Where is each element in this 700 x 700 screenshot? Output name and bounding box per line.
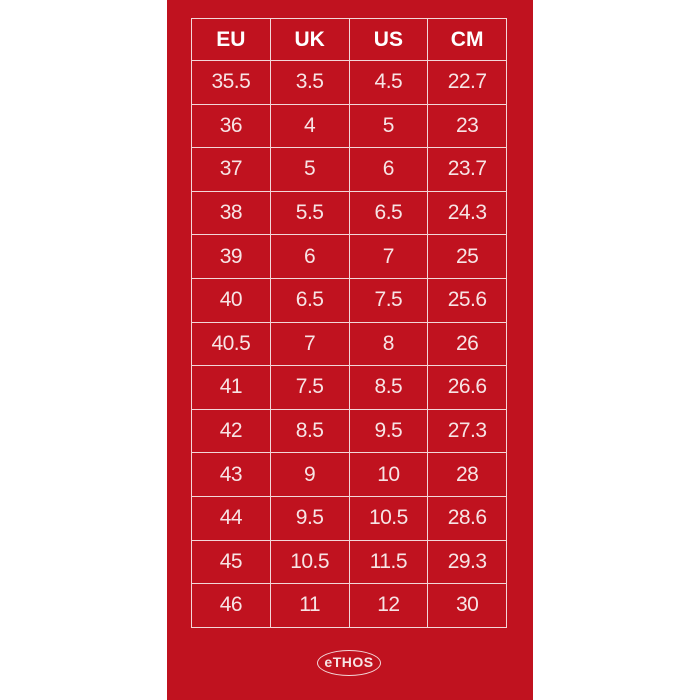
- table-cell: 44: [191, 495, 271, 541]
- table-row: 39 6 7 25: [191, 234, 507, 279]
- table-row: 40.5 7 8 26: [191, 321, 507, 367]
- table-cell: 35.5: [191, 60, 271, 105]
- table-cell: 36: [191, 103, 271, 149]
- table-header: EU UK US CM: [191, 18, 507, 61]
- table-cell: 30: [427, 583, 507, 628]
- table-cell: 9.5: [348, 408, 429, 454]
- table-cell: 5: [348, 103, 429, 149]
- table-cell: 6: [269, 234, 350, 279]
- table-cell: 7: [269, 321, 350, 367]
- table-cell: 6.5: [269, 277, 350, 323]
- table-cell: 40.5: [191, 321, 271, 367]
- table-row: 45 10.5 11.5 29.3: [191, 539, 507, 585]
- table-cell: 23: [427, 103, 507, 149]
- table-cell: 10.5: [269, 539, 350, 585]
- table-cell: 38: [191, 190, 271, 236]
- table-row: 37 5 6 23.7: [191, 147, 507, 192]
- table-row: 46 11 12 30: [191, 583, 507, 628]
- table-cell: 43: [191, 452, 271, 497]
- table-cell: 42: [191, 408, 271, 454]
- table-cell: 5: [269, 147, 350, 192]
- table-cell: 26: [427, 321, 507, 367]
- table-row: 41 7.5 8.5 26.6: [191, 365, 507, 410]
- table-cell: 10: [348, 452, 429, 497]
- table-cell: 28.6: [427, 495, 507, 541]
- table-cell: 40: [191, 277, 271, 323]
- table-cell: 9: [269, 452, 350, 497]
- table-cell: 5.5: [269, 190, 350, 236]
- table-row: 40 6.5 7.5 25.6: [191, 277, 507, 323]
- table-cell: 25: [427, 234, 507, 279]
- table-cell: 4: [269, 103, 350, 149]
- table-cell: 12: [348, 583, 429, 628]
- table-cell: 46: [191, 583, 271, 628]
- table-row: 43 9 10 28: [191, 452, 507, 497]
- table-cell: 41: [191, 365, 271, 410]
- table-row: 38 5.5 6.5 24.3: [191, 190, 507, 236]
- table-cell: 6: [348, 147, 429, 192]
- table-cell: 8.5: [269, 408, 350, 454]
- table-row: 42 8.5 9.5 27.3: [191, 408, 507, 454]
- header-cell: EU: [191, 18, 271, 61]
- table-cell: 45: [191, 539, 271, 585]
- table-cell: 10.5: [348, 495, 429, 541]
- table-cell: 22.7: [427, 60, 507, 105]
- table-cell: 3.5: [269, 60, 350, 105]
- table-row: 36 4 5 23: [191, 103, 507, 149]
- table-body: 35.5 3.5 4.5 22.7 36 4 5 23 37 5 6 23.7 38 5.5 6.5 24.3…: [191, 60, 507, 628]
- table-cell: 25.6: [427, 277, 507, 323]
- brand-logo: eTHOS: [317, 650, 381, 676]
- table-cell: 27.3: [427, 408, 507, 454]
- size-chart-panel: EU UK US CM 35.5 3.5 4.5 22.7 36 4 5 23 37 5 6 23.7 38 5…: [167, 0, 533, 700]
- size-table: EU UK US CM 35.5 3.5 4.5 22.7 36 4 5 23 37 5 6 23.7 38 5…: [191, 18, 507, 628]
- table-cell: 37: [191, 147, 271, 192]
- table-cell: 8.5: [348, 365, 429, 410]
- table-cell: 8: [348, 321, 429, 367]
- table-cell: 4.5: [348, 60, 429, 105]
- table-cell: 23.7: [427, 147, 507, 192]
- table-cell: 29.3: [427, 539, 507, 585]
- table-cell: 7: [348, 234, 429, 279]
- table-cell: 39: [191, 234, 271, 279]
- table-cell: 26.6: [427, 365, 507, 410]
- table-cell: 24.3: [427, 190, 507, 236]
- table-cell: 28: [427, 452, 507, 497]
- table-row: 44 9.5 10.5 28.6: [191, 495, 507, 541]
- header-cell: CM: [427, 18, 507, 61]
- table-row: 35.5 3.5 4.5 22.7: [191, 60, 507, 105]
- header-cell: US: [348, 18, 429, 61]
- table-cell: 11.5: [348, 539, 429, 585]
- table-cell: 6.5: [348, 190, 429, 236]
- header-cell: UK: [269, 18, 350, 61]
- header-row: EU UK US CM: [191, 18, 507, 61]
- table-cell: 7.5: [348, 277, 429, 323]
- table-cell: 7.5: [269, 365, 350, 410]
- table-cell: 9.5: [269, 495, 350, 541]
- table-cell: 11: [269, 583, 350, 628]
